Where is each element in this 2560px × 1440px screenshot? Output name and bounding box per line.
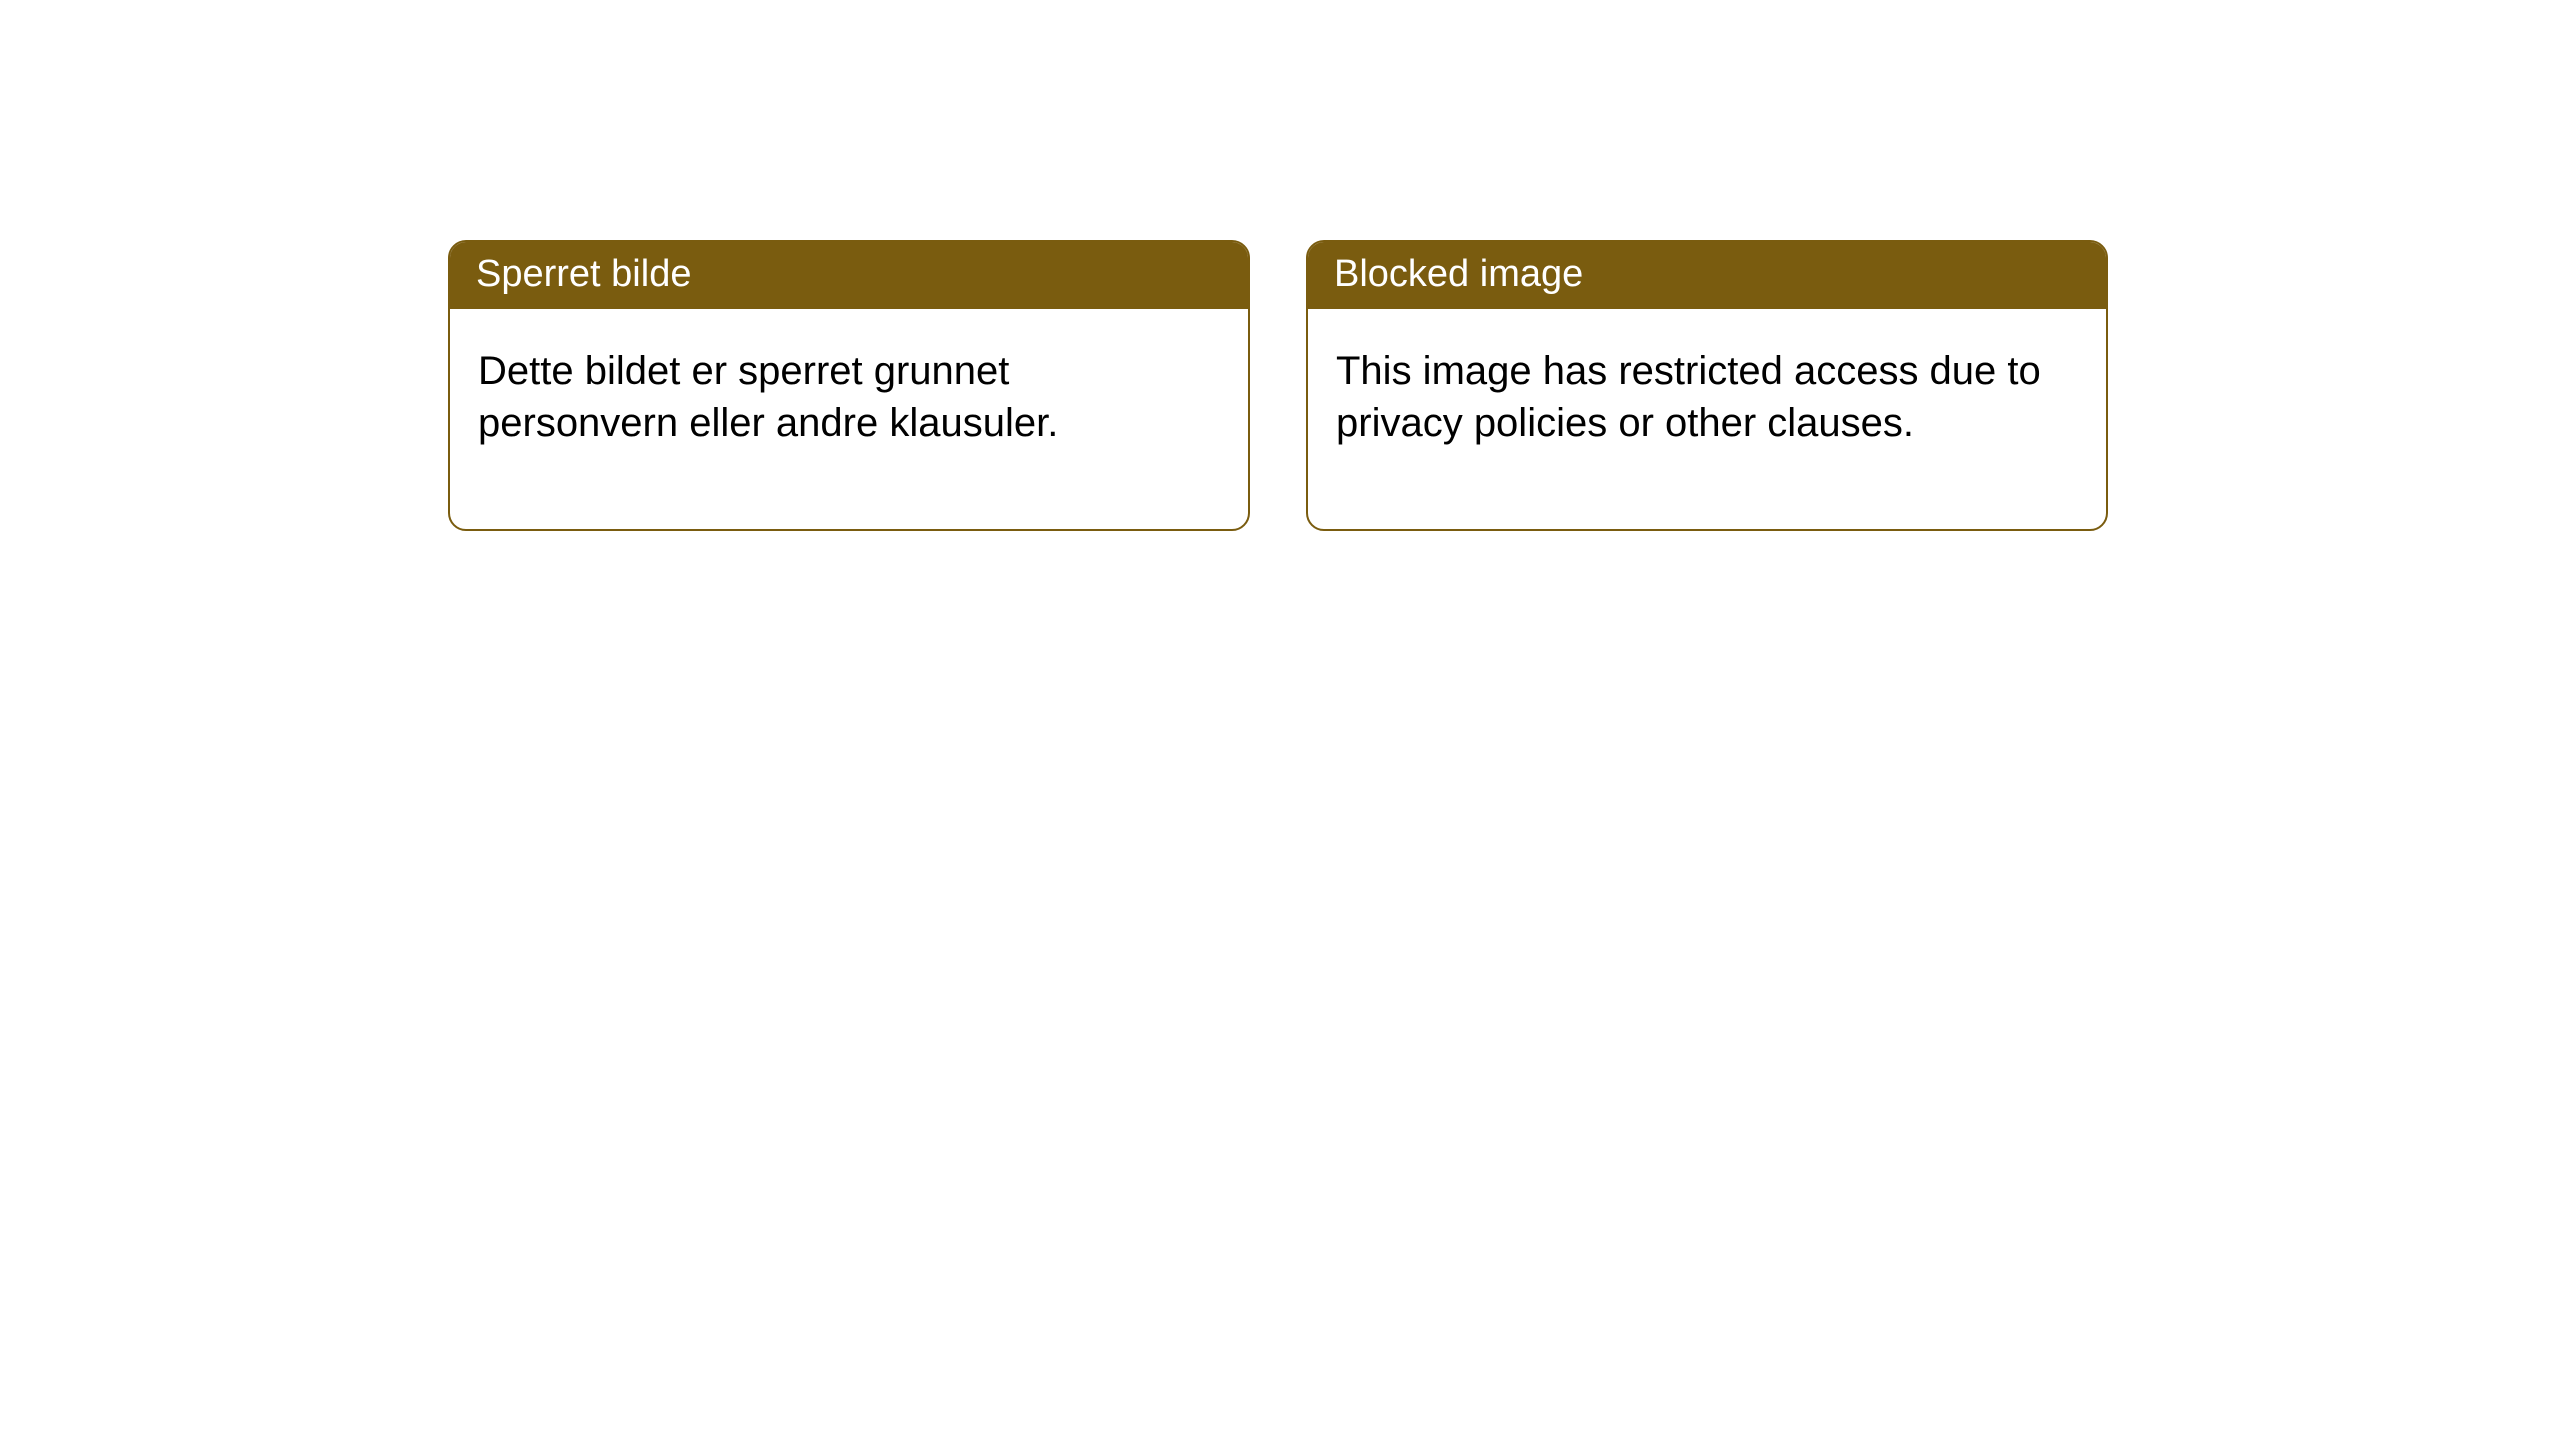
notice-title: Sperret bilde (476, 253, 691, 295)
notice-body-english: This image has restricted access due to … (1308, 309, 2106, 529)
notice-header-english: Blocked image (1308, 242, 2106, 309)
notice-message: Dette bildet er sperret grunnet personve… (478, 349, 1058, 445)
notice-container: Sperret bilde Dette bildet er sperret gr… (0, 0, 2560, 531)
notice-header-norwegian: Sperret bilde (450, 242, 1248, 309)
notice-card-english: Blocked image This image has restricted … (1306, 240, 2108, 531)
notice-title: Blocked image (1334, 253, 1583, 295)
notice-message: This image has restricted access due to … (1336, 349, 2041, 445)
notice-body-norwegian: Dette bildet er sperret grunnet personve… (450, 309, 1248, 529)
notice-card-norwegian: Sperret bilde Dette bildet er sperret gr… (448, 240, 1250, 531)
